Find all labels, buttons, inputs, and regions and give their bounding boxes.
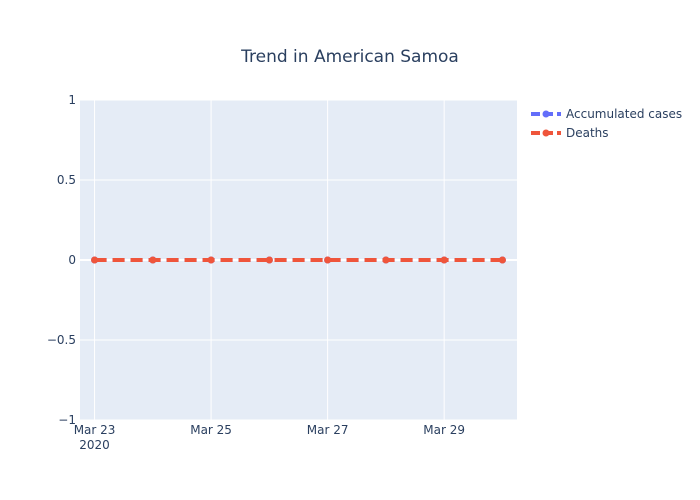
x-tick-label: Mar 25 [190,423,232,437]
legend[interactable]: Accumulated cases Deaths [531,107,682,140]
y-tick-label: −1 [58,413,76,427]
series-layer [91,256,506,264]
legend-swatch-marker [542,129,550,137]
legend-item[interactable]: Accumulated cases [531,107,682,121]
y-tick-label: 0.5 [57,173,76,187]
y-tick-label: 0 [68,253,76,267]
data-point [265,256,273,264]
data-point [207,256,215,264]
x-tick-sublabel: 2020 [79,438,110,452]
data-point [149,256,157,264]
series-deaths [91,256,506,264]
data-point [498,256,506,264]
legend-label: Accumulated cases [566,107,682,121]
x-tick-label: Mar 23 [74,423,116,437]
y-axis: 1 0.5 0 −0.5 −1 [47,93,76,427]
data-point [440,256,448,264]
legend-swatch-marker [542,110,550,118]
x-tick-label: Mar 27 [307,423,349,437]
data-point [324,256,332,264]
y-tick-label: 1 [68,93,76,107]
data-point [382,256,390,264]
data-point [91,256,99,264]
legend-item[interactable]: Deaths [531,126,609,140]
x-tick-label: Mar 29 [423,423,465,437]
legend-label: Deaths [566,126,609,140]
chart-title: Trend in American Samoa [240,47,459,67]
y-tick-label: −0.5 [47,333,76,347]
